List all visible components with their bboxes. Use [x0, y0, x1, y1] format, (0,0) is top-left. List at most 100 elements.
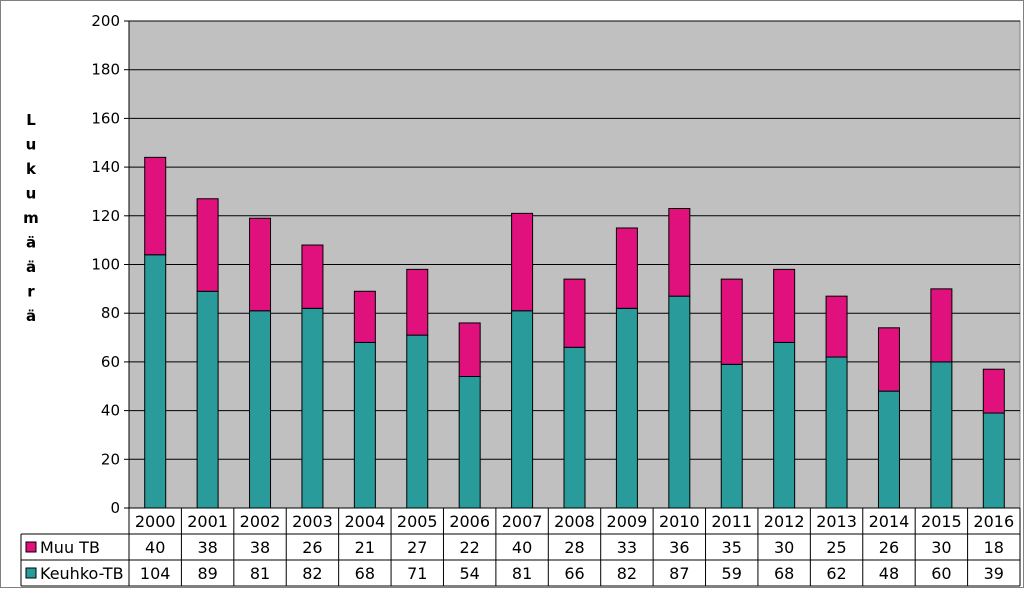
- data-label: 68: [355, 564, 375, 583]
- y-label-letter: ä: [26, 234, 36, 252]
- data-label: 27: [407, 538, 427, 557]
- y-label-letter: ä: [26, 258, 36, 276]
- y-label-letter: L: [26, 111, 36, 129]
- data-label: 60: [931, 564, 951, 583]
- bar-muu-tb-2008: [563, 278, 586, 348]
- bar-muu-tb-2003: [301, 244, 324, 309]
- data-table: 2000 2001 2002 2003 2004 2005 2006 2007 2008 2009…: [20, 508, 1021, 587]
- data-label: 38: [197, 538, 217, 557]
- bar-keuhko-tb-2016: [982, 412, 1005, 509]
- x-tick-label: 2006: [449, 512, 490, 531]
- bar-keuhko-tb-2011: [720, 363, 743, 509]
- bars: [144, 156, 1005, 509]
- bar-muu-tb-2010: [668, 207, 691, 297]
- x-tick-label: 2013: [816, 512, 857, 531]
- data-label: 21: [355, 538, 375, 557]
- y-tick-label: 100: [91, 256, 120, 274]
- y-tick-label: 20: [101, 450, 120, 468]
- y-tick-label: 160: [91, 109, 120, 127]
- data-label: 59: [722, 564, 742, 583]
- data-label: 48: [879, 564, 899, 583]
- bar-muu-tb-2001: [196, 198, 219, 292]
- x-tick-label: 2007: [502, 512, 543, 531]
- legend-swatch: [25, 541, 37, 553]
- x-tick-label: 2002: [240, 512, 281, 531]
- data-label: 22: [459, 538, 479, 557]
- bar-keuhko-tb-2007: [511, 310, 534, 509]
- data-label: 26: [879, 538, 899, 557]
- data-label: 36: [669, 538, 689, 557]
- bar-muu-tb-2014: [877, 327, 900, 392]
- data-label: 54: [459, 564, 479, 583]
- y-tick-label: 140: [91, 158, 120, 176]
- bar-keuhko-tb-2002: [249, 310, 272, 509]
- y-tick-label: 60: [101, 353, 120, 371]
- data-label: 33: [617, 538, 637, 557]
- x-tick-label: 2014: [869, 512, 910, 531]
- y-label-letter: ä: [26, 307, 36, 325]
- data-label: 26: [302, 538, 322, 557]
- bar-keuhko-tb-2013: [825, 356, 848, 509]
- data-label: 30: [931, 538, 951, 557]
- bar-muu-tb-2015: [930, 288, 953, 363]
- data-label: 30: [774, 538, 794, 557]
- bar-keuhko-tb-2003: [301, 307, 324, 509]
- data-label: 25: [826, 538, 846, 557]
- x-tick-label: 2009: [607, 512, 648, 531]
- data-label: 71: [407, 564, 427, 583]
- data-label: 38: [250, 538, 270, 557]
- bar-muu-tb-2011: [720, 278, 743, 365]
- x-tick-label: 2005: [397, 512, 438, 531]
- data-label: 35: [722, 538, 742, 557]
- x-tick-label: 2004: [344, 512, 385, 531]
- bar-muu-tb-2007: [511, 212, 534, 312]
- bar-muu-tb-2006: [458, 322, 481, 378]
- bar-keuhko-tb-2001: [196, 290, 219, 509]
- bar-muu-tb-2012: [773, 268, 796, 343]
- y-label-letter: m: [23, 209, 39, 227]
- x-tick-label: 2012: [764, 512, 805, 531]
- data-label: 89: [197, 564, 217, 583]
- bar-muu-tb-2002: [249, 217, 272, 312]
- bar-keuhko-tb-2008: [563, 346, 586, 509]
- legend-label: Muu TB: [40, 538, 100, 557]
- bar-keuhko-tb-2006: [458, 376, 481, 509]
- data-label: 82: [617, 564, 637, 583]
- data-label: 18: [984, 538, 1004, 557]
- data-label: 87: [669, 564, 689, 583]
- y-tick-label: 40: [101, 402, 120, 420]
- x-tick-label: 2000: [135, 512, 176, 531]
- legend-label: Keuhko-TB: [40, 564, 124, 583]
- data-label: 66: [564, 564, 584, 583]
- x-tick-label: 2001: [187, 512, 228, 531]
- x-tick-label: 2010: [659, 512, 700, 531]
- y-label-letter: u: [26, 136, 37, 154]
- bar-keuhko-tb-2000: [144, 254, 167, 509]
- data-label: 39: [984, 564, 1004, 583]
- bar-muu-tb-2016: [982, 368, 1005, 414]
- data-label: 81: [250, 564, 270, 583]
- y-axis: 0 20 40 60 80 100 120 140 160 180 200: [91, 12, 1020, 517]
- bar-keuhko-tb-2009: [615, 307, 638, 509]
- bar-muu-tb-2005: [406, 268, 429, 336]
- data-label: 40: [512, 538, 532, 557]
- y-label-letter: k: [26, 160, 37, 178]
- bar-keuhko-tb-2005: [406, 334, 429, 509]
- x-tick-label: 2011: [711, 512, 752, 531]
- data-label: 82: [302, 564, 322, 583]
- legend-swatch: [25, 567, 37, 579]
- bar-muu-tb-2009: [615, 227, 638, 309]
- data-label: 104: [140, 564, 171, 583]
- bar-muu-tb-2013: [825, 295, 848, 358]
- x-tick-label: 2015: [921, 512, 962, 531]
- bar-keuhko-tb-2015: [930, 361, 953, 509]
- bar-keuhko-tb-2004: [353, 341, 376, 509]
- x-tick-label: 2016: [973, 512, 1014, 531]
- y-tick-label: 200: [91, 12, 120, 30]
- bar-keuhko-tb-2014: [877, 390, 900, 509]
- data-label: 62: [826, 564, 846, 583]
- y-tick-label: 0: [110, 499, 120, 517]
- data-label: 28: [564, 538, 584, 557]
- data-label: 81: [512, 564, 532, 583]
